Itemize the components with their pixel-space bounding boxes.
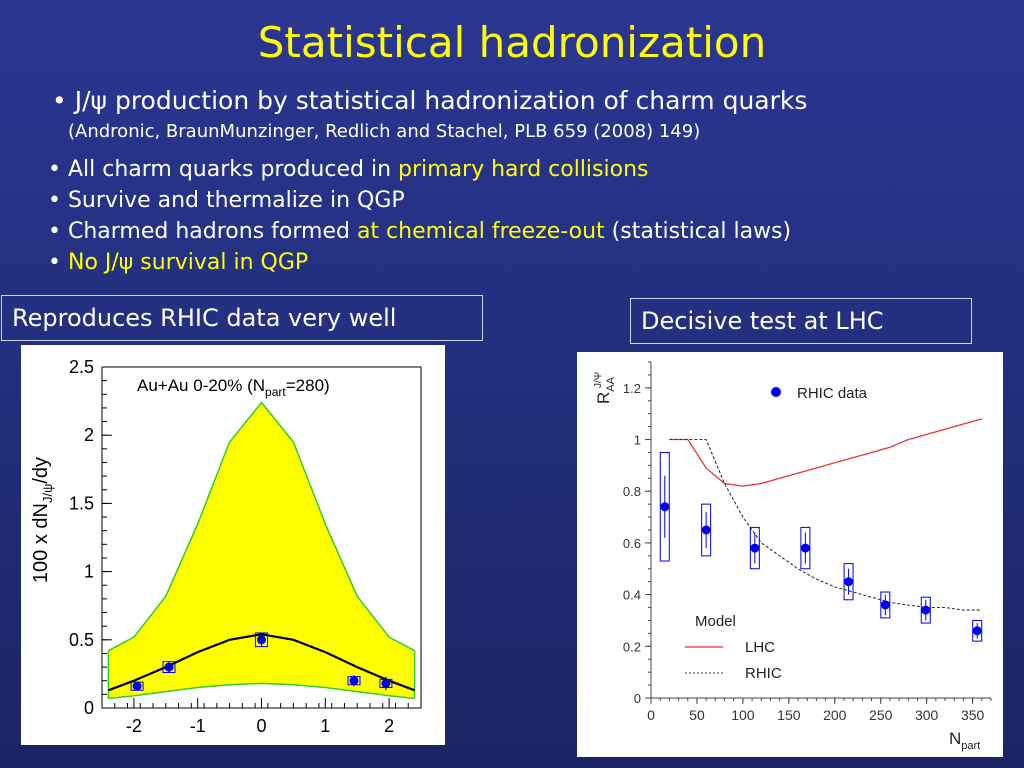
y-axis-label: 100 x dNJ/ψ/dy <box>30 457 55 583</box>
bullet-text: • Charmed hadrons formed <box>48 219 357 244</box>
y-tick-label: 0.8 <box>623 484 641 499</box>
y-tick-label: 2 <box>84 425 94 445</box>
legend-data-label: RHIC data <box>797 385 868 402</box>
y-tick-label: 0 <box>634 691 641 706</box>
data-point <box>379 676 393 691</box>
rapidity-plot-svg: 0 0.5 1 1.5 2 2.5 -2 -1 0 1 2 Au+Au 0-20% (Npart=2… <box>30 357 422 736</box>
data-point <box>880 591 891 619</box>
legend-model-title: Model <box>695 613 736 630</box>
x-tick-label: -2 <box>126 716 142 736</box>
y-tick-label: 0.4 <box>623 588 641 603</box>
psi-symbol: ψ <box>90 86 108 115</box>
intro-block: • J/ψ production by statistical hadroniz… <box>52 86 807 142</box>
y-tick-label: 1.2 <box>623 381 641 396</box>
y-axis-label-sup: J/Ψ <box>593 372 604 388</box>
point-marker <box>349 676 359 686</box>
y-tick-label: 2.5 <box>69 357 94 377</box>
data-point <box>749 526 760 570</box>
y-tick-label: 1 <box>634 433 641 448</box>
bullet-text: • Survive and thermalize in QGP <box>48 188 405 213</box>
x-tick-label: 250 <box>869 707 893 723</box>
band-lower-edge <box>108 682 415 700</box>
data-point <box>920 596 931 624</box>
x-axis-label: Npart <box>949 729 980 752</box>
y-tick-label: 0.6 <box>623 536 641 551</box>
raa-plot: 0 0.2 0.4 0.6 0.8 1 1.2 0 50 100 150 200 250 300 350 R… <box>577 352 1003 757</box>
legend-data-marker <box>771 387 781 397</box>
point-marker <box>844 577 854 587</box>
band-upper-edge <box>108 401 415 652</box>
x-tick-label: 350 <box>961 707 985 723</box>
data-point <box>800 526 811 570</box>
point-marker <box>132 681 142 691</box>
data-point <box>255 632 268 648</box>
bullet-tail: (statistical laws) <box>604 219 792 244</box>
rapidity-plot: 0 0.5 1 1.5 2 2.5 -2 -1 0 1 2 Au+Au 0-20% (Npart=2… <box>21 345 445 745</box>
data-points <box>659 451 983 642</box>
y-tick-label: 0.2 <box>623 639 641 654</box>
data-point <box>130 681 144 691</box>
data-point <box>843 563 854 601</box>
data-point <box>162 661 176 674</box>
bullet-text: • <box>48 250 68 275</box>
x-tick-label: 0 <box>647 707 655 723</box>
x-tick-label: -1 <box>190 716 206 736</box>
y-tick-label: 1 <box>84 562 94 582</box>
x-tick-label: 300 <box>915 707 939 723</box>
x-tick-label: 150 <box>777 707 801 723</box>
data-point <box>701 503 712 557</box>
right-caption-box: Decisive test at LHC <box>630 298 972 344</box>
plot-annotation: Au+Au 0-20% (Npart=280) <box>137 376 330 399</box>
point-marker <box>921 605 931 615</box>
y-tick-label: 1.5 <box>69 493 94 513</box>
bullet-item: • Survive and thermalize in QGP <box>48 185 791 216</box>
bullet-item: • All charm quarks produced in primary h… <box>48 154 791 185</box>
x-tick-label: 100 <box>731 707 755 723</box>
bullet-text: • All charm quarks produced in <box>48 157 399 182</box>
raa-plot-svg: 0 0.2 0.4 0.6 0.8 1 1.2 0 50 100 150 200 250 300 350 R… <box>593 361 992 752</box>
bullet-highlight: No J/ψ survival in QGP <box>67 250 309 275</box>
bullet-item: • Charmed hadrons formed at chemical fre… <box>48 216 791 247</box>
legend-lhc-label: LHC <box>745 639 775 656</box>
x-tick-label: 2 <box>384 716 394 736</box>
bullet-list: • All charm quarks produced in primary h… <box>48 154 791 278</box>
data-point <box>972 619 983 642</box>
point-marker <box>701 525 711 535</box>
data-points <box>130 632 393 691</box>
reference-text: (Andronic, BraunMunzinger, Redlich and S… <box>68 121 701 142</box>
point-marker <box>880 600 890 610</box>
point-marker <box>257 635 266 645</box>
model-band <box>107 401 416 700</box>
intro-pre: • J/ <box>52 86 91 115</box>
lhc-curve <box>669 418 982 487</box>
data-point <box>347 675 361 687</box>
point-marker <box>800 543 810 553</box>
model-lines <box>669 418 982 611</box>
y-axis-label: RAA <box>594 376 617 404</box>
axes: 0 0.5 1 1.5 2 2.5 -2 -1 0 1 2 <box>69 357 422 736</box>
point-marker <box>381 678 391 688</box>
point-marker <box>750 543 760 553</box>
bullet-highlight: at chemical freeze-out <box>356 219 605 244</box>
axes: 0 0.2 0.4 0.6 0.8 1 1.2 0 50 100 150 200 250 300 350 <box>623 361 992 723</box>
sys-box <box>255 632 268 648</box>
x-tick-label: 1 <box>320 716 330 736</box>
bullet-item: • No J/ψ survival in QGP <box>48 247 791 278</box>
x-tick-label: 0 <box>256 716 266 736</box>
point-marker <box>164 662 174 672</box>
bullet-highlight: primary hard collisions <box>398 157 649 182</box>
slide-title: Statistical hadronization <box>257 18 767 67</box>
y-tick-label: 0 <box>84 698 94 718</box>
legend-rhic-label: RHIC <box>745 665 782 682</box>
intro-post: production by statistical hadronization … <box>107 86 808 115</box>
data-point <box>659 451 670 562</box>
x-tick-label: 200 <box>823 707 847 723</box>
y-tick-label: 0.5 <box>69 630 94 650</box>
x-tick-label: 50 <box>689 707 705 723</box>
left-caption-box: Reproduces RHIC data very well <box>1 295 483 341</box>
intro-bullet: • J/ψ production by statistical hadroniz… <box>52 86 807 115</box>
point-marker <box>972 626 982 636</box>
yellow-band <box>108 402 415 699</box>
point-marker <box>660 502 670 512</box>
